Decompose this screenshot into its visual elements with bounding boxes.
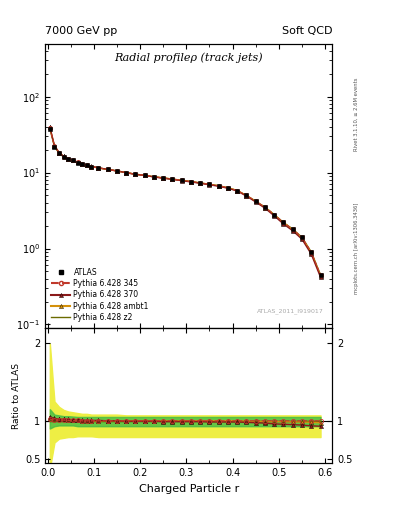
Y-axis label: Ratio to ATLAS: Ratio to ATLAS (12, 362, 21, 429)
Text: Rivet 3.1.10, ≥ 2.6M events: Rivet 3.1.10, ≥ 2.6M events (354, 78, 359, 152)
Text: Radial profileρ (track jets): Radial profileρ (track jets) (114, 52, 263, 62)
Text: Soft QCD: Soft QCD (282, 27, 332, 36)
X-axis label: Charged Particle r: Charged Particle r (138, 484, 239, 494)
Legend: ATLAS, Pythia 6.428 345, Pythia 6.428 370, Pythia 6.428 ambt1, Pythia 6.428 z2: ATLAS, Pythia 6.428 345, Pythia 6.428 37… (49, 265, 151, 324)
Text: mcplots.cern.ch [arXiv:1306.3436]: mcplots.cern.ch [arXiv:1306.3436] (354, 203, 359, 294)
Text: ATLAS_2011_I919017: ATLAS_2011_I919017 (257, 308, 323, 314)
Text: 7000 GeV pp: 7000 GeV pp (45, 27, 118, 36)
